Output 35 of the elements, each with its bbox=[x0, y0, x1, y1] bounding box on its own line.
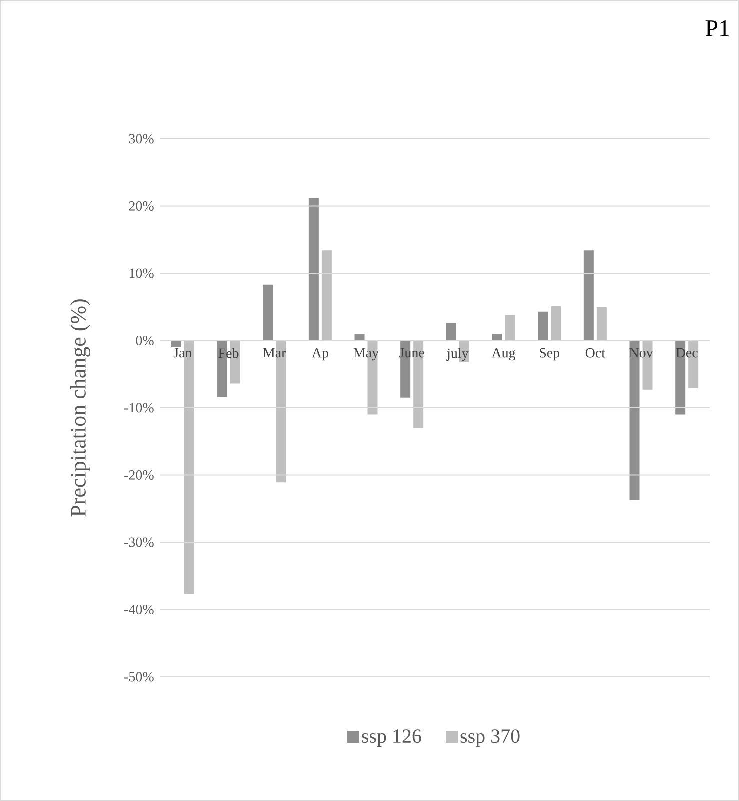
x-tick-label: June bbox=[400, 348, 424, 358]
legend-label: ssp 126 bbox=[362, 730, 422, 748]
y-tick-label: -50% bbox=[124, 672, 154, 682]
y-tick-label: -30% bbox=[124, 538, 154, 548]
legend-label: ssp 370 bbox=[460, 730, 520, 748]
x-tick-label: Oct bbox=[586, 348, 606, 358]
x-tick-label: Dec bbox=[676, 348, 698, 358]
x-tick-label: Feb bbox=[218, 348, 239, 358]
bar bbox=[538, 312, 548, 341]
y-tick-label: 10% bbox=[130, 268, 154, 278]
bar bbox=[263, 284, 274, 341]
y-tick-label: 20% bbox=[129, 201, 154, 211]
y-tick-label: 30% bbox=[129, 134, 154, 144]
bar bbox=[551, 306, 562, 341]
y-axis-title: Precipitation change (%) bbox=[70, 300, 90, 517]
bar bbox=[171, 340, 182, 348]
x-tick-label: Aug bbox=[492, 348, 516, 361]
x-tick-label: Mar bbox=[263, 348, 286, 358]
x-tick-label: Ap bbox=[312, 348, 328, 361]
x-tick-label: May bbox=[354, 348, 380, 361]
x-tick-label: Jan bbox=[174, 348, 192, 358]
y-tick-label: -40% bbox=[124, 605, 154, 614]
x-tick-label: july bbox=[446, 348, 469, 362]
chart-title: P1 bbox=[706, 20, 730, 36]
y-tick-label: -20% bbox=[124, 470, 154, 480]
bar bbox=[505, 315, 516, 341]
bar bbox=[596, 307, 607, 341]
bar bbox=[584, 250, 594, 341]
x-tick-label: Nov bbox=[630, 348, 654, 358]
bar bbox=[308, 198, 319, 341]
y-tick-label: 0% bbox=[136, 336, 154, 346]
x-tick-label: Sep bbox=[540, 348, 560, 361]
bar bbox=[446, 323, 456, 341]
bar bbox=[322, 250, 332, 341]
y-tick-label: -10% bbox=[124, 403, 154, 413]
